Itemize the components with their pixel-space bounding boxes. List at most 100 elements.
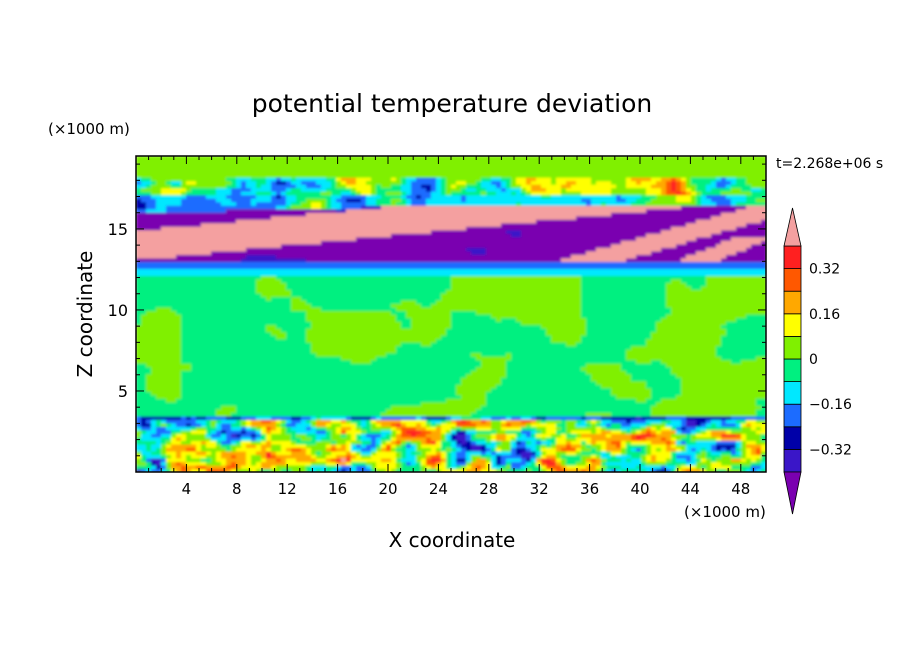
field-cell [321, 450, 332, 456]
field-cell [741, 187, 752, 192]
field-cell [626, 457, 632, 463]
field-cell [396, 450, 402, 456]
field-cell [591, 419, 597, 424]
field-cell [306, 328, 447, 333]
field-cell [641, 464, 662, 470]
field-cell [576, 447, 582, 452]
field-cell [581, 285, 667, 291]
field-cell [401, 457, 417, 463]
field-cell [366, 419, 372, 424]
field-cell [466, 457, 472, 463]
field-cell [136, 422, 142, 427]
field-cell [271, 180, 277, 185]
field-cell [481, 415, 492, 420]
field-cell [306, 212, 612, 217]
field-cell [731, 447, 737, 452]
field-cell [181, 464, 187, 470]
field-cell [216, 412, 232, 417]
field-cell [686, 468, 692, 472]
field-cell [631, 419, 647, 424]
field-cell [136, 454, 142, 459]
field-cell [471, 433, 477, 438]
field-cell [421, 468, 427, 472]
field-cell [751, 426, 757, 431]
field-cell [286, 187, 292, 192]
field-cell [536, 440, 542, 445]
field-cell [441, 468, 467, 472]
field-cell [486, 419, 492, 424]
field-cell [286, 180, 292, 185]
field-cell [271, 454, 277, 459]
field-cell [336, 208, 347, 213]
field-cell [151, 468, 162, 472]
field-cell [661, 398, 757, 403]
field-cell [271, 194, 277, 199]
field-cell [311, 201, 322, 206]
field-cell [381, 412, 472, 417]
field-cell [716, 184, 727, 189]
field-cell [656, 180, 667, 185]
field-cell [501, 222, 687, 227]
field-cell [306, 468, 312, 472]
colorbar-tick-label: 0 [809, 352, 818, 368]
field-cell [666, 289, 766, 294]
field-cell [201, 440, 207, 445]
field-cell [351, 415, 372, 420]
field-cell [276, 205, 287, 210]
colorbar-extend-min [783, 471, 802, 515]
field-cell [261, 419, 272, 424]
field-cell [426, 419, 432, 424]
field-cell [166, 468, 172, 472]
field-cell [666, 180, 672, 185]
field-cell [751, 187, 762, 192]
field-cell [696, 219, 762, 224]
field-cell [381, 440, 387, 445]
field-cell [401, 440, 407, 445]
field-cell [761, 447, 766, 452]
field-cell [451, 436, 457, 441]
field-cell [461, 415, 482, 420]
field-cell [371, 191, 377, 196]
field-cell [656, 468, 667, 472]
field-cell [356, 422, 362, 427]
field-cell [281, 468, 292, 472]
field-cell [586, 422, 592, 427]
field-cell [256, 194, 272, 199]
field-cell [446, 415, 452, 420]
field-cell [621, 426, 632, 431]
field-cell [486, 447, 492, 452]
field-cell [271, 443, 282, 449]
field-cell [431, 436, 442, 441]
field-cell [551, 180, 557, 185]
field-cell [681, 377, 766, 382]
field-cell [431, 464, 437, 470]
field-cell [746, 447, 752, 452]
field-cell [186, 180, 197, 185]
field-cell [626, 177, 632, 182]
field-cell [456, 387, 492, 392]
field-cell [326, 177, 337, 182]
field-cell [176, 310, 307, 315]
field-cell [426, 468, 437, 472]
field-cell [546, 450, 557, 456]
field-cell [526, 422, 532, 427]
field-cell [156, 198, 182, 203]
field-cell [331, 468, 337, 472]
field-cell [686, 222, 747, 227]
field-cell [221, 405, 237, 410]
field-cell [726, 447, 732, 452]
field-cell [671, 180, 677, 185]
field-cell [611, 468, 617, 472]
field-cell [656, 426, 662, 431]
field-cell [716, 436, 722, 441]
field-cell [291, 415, 302, 420]
field-cell [136, 268, 766, 273]
field-cell [466, 447, 472, 452]
field-cell [531, 461, 537, 466]
field-cell [521, 426, 537, 431]
field-cell [561, 419, 567, 424]
field-cell [211, 457, 217, 463]
field-cell [586, 443, 592, 449]
field-cell [686, 184, 697, 189]
field-cell [411, 201, 427, 206]
